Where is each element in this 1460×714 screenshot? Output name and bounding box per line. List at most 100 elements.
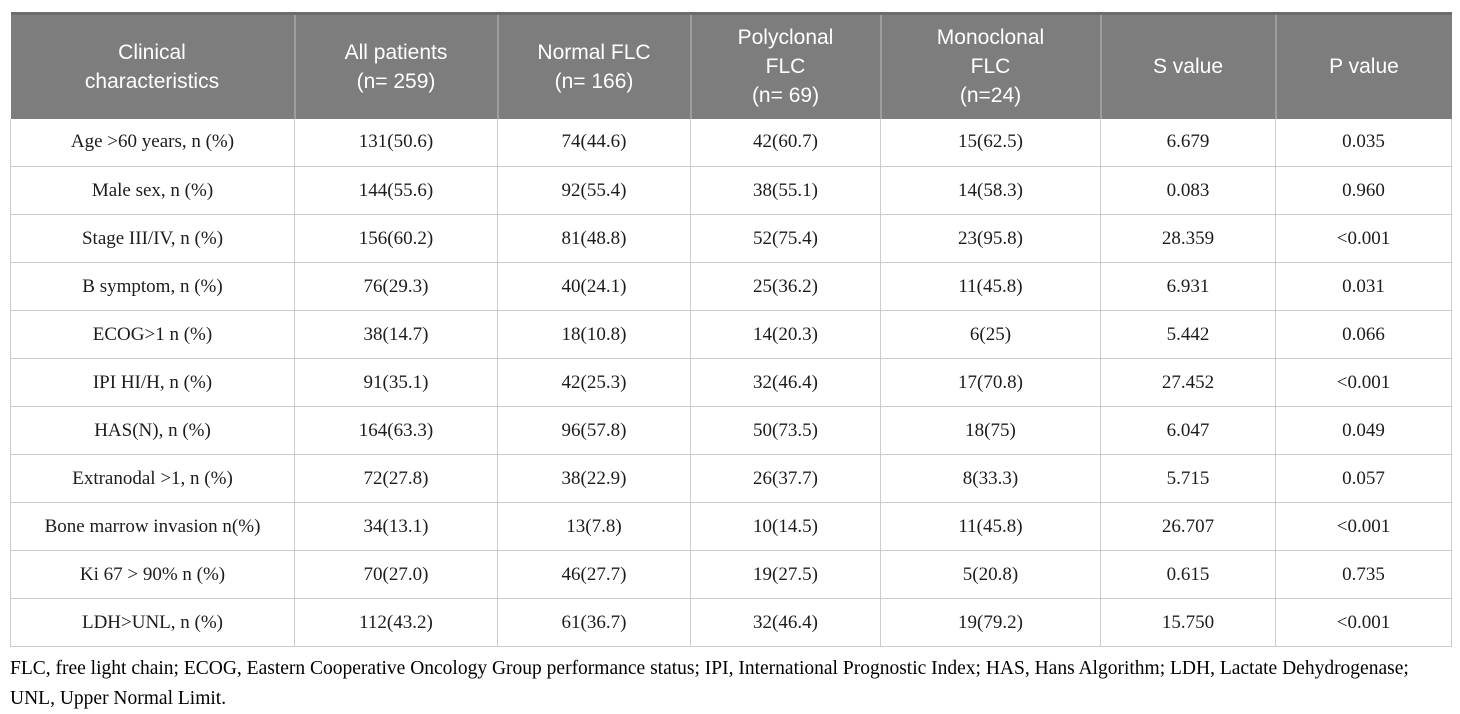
- value-cell: 19(27.5): [690, 550, 881, 599]
- value-cell: 38(14.7): [294, 310, 498, 359]
- value-cell: 0.960: [1275, 166, 1452, 215]
- value-cell: <0.001: [1275, 358, 1452, 407]
- row-label-cell: IPI HI/H, n (%): [10, 358, 295, 407]
- value-cell: 38(22.9): [497, 454, 691, 503]
- col-header-p-value: P value: [1274, 12, 1452, 119]
- value-cell: 72(27.8): [294, 454, 498, 503]
- value-cell: 18(10.8): [497, 310, 691, 359]
- value-cell: 34(13.1): [294, 502, 498, 551]
- row-label-cell: Male sex, n (%): [10, 166, 295, 215]
- value-cell: 0.035: [1275, 118, 1452, 167]
- table-footnote: FLC, free light chain; ECOG, Eastern Coo…: [10, 658, 1409, 710]
- row-label-cell: Age >60 years, n (%): [10, 118, 295, 167]
- row-label-cell: Extranodal >1, n (%): [10, 454, 295, 503]
- row-label-cell: Ki 67 > 90% n (%): [10, 550, 295, 599]
- value-cell: 32(46.4): [690, 598, 881, 647]
- value-cell: 15(62.5): [880, 118, 1101, 167]
- value-cell: 0.615: [1100, 550, 1276, 599]
- value-cell: 6(25): [880, 310, 1101, 359]
- value-cell: <0.001: [1275, 214, 1452, 263]
- col-header-normal-flc: Normal FLC (n= 166): [496, 12, 691, 119]
- value-cell: 92(55.4): [497, 166, 691, 215]
- col-header-clinical-characteristics: Clinical characteristics: [10, 12, 295, 119]
- row-label-cell: Stage III/IV, n (%): [10, 214, 295, 263]
- value-cell: 18(75): [880, 406, 1101, 455]
- value-cell: 42(25.3): [497, 358, 691, 407]
- table-row: Age >60 years, n (%) 131(50.6) 74(44.6) 42(…: [10, 118, 1452, 167]
- table-row: Male sex, n (%) 144(55.6) 92(55.4) 38(55.1)…: [10, 166, 1452, 215]
- value-cell: 26.707: [1100, 502, 1276, 551]
- value-cell: 70(27.0): [294, 550, 498, 599]
- value-cell: <0.001: [1275, 598, 1452, 647]
- value-cell: 6.047: [1100, 406, 1276, 455]
- value-cell: 42(60.7): [690, 118, 881, 167]
- value-cell: 40(24.1): [497, 262, 691, 311]
- value-cell: 27.452: [1100, 358, 1276, 407]
- col-header-polyclonal-flc: Polyclonal FLC (n= 69): [689, 12, 881, 119]
- header-row: Clinical characteristics All patients (n…: [10, 12, 1452, 119]
- table-row: Bone marrow invasion n(%) 34(13.1) 13(7.8)…: [10, 502, 1452, 551]
- row-label-cell: HAS(N), n (%): [10, 406, 295, 455]
- value-cell: 74(44.6): [497, 118, 691, 167]
- value-cell: 32(46.4): [690, 358, 881, 407]
- clinical-characteristics-table: Clinical characteristics All patients (n…: [10, 12, 1452, 647]
- value-cell: 0.049: [1275, 406, 1452, 455]
- value-cell: 8(33.3): [880, 454, 1101, 503]
- value-cell: 131(50.6): [294, 118, 498, 167]
- value-cell: 38(55.1): [690, 166, 881, 215]
- value-cell: 50(73.5): [690, 406, 881, 455]
- value-cell: 81(48.8): [497, 214, 691, 263]
- value-cell: 0.031: [1275, 262, 1452, 311]
- col-header-all-patients: All patients (n= 259): [293, 12, 498, 119]
- table-row: LDH>UNL, n (%) 112(43.2) 61(36.7) 32(46.4) 1…: [10, 598, 1452, 647]
- value-cell: 5(20.8): [880, 550, 1101, 599]
- value-cell: 0.066: [1275, 310, 1452, 359]
- value-cell: 26(37.7): [690, 454, 881, 503]
- value-cell: 76(29.3): [294, 262, 498, 311]
- value-cell: 164(63.3): [294, 406, 498, 455]
- value-cell: 52(75.4): [690, 214, 881, 263]
- row-label-cell: LDH>UNL, n (%): [10, 598, 295, 647]
- value-cell: 0.083: [1100, 166, 1276, 215]
- value-cell: 5.442: [1100, 310, 1276, 359]
- value-cell: 25(36.2): [690, 262, 881, 311]
- table-row: Stage III/IV, n (%) 156(60.2) 81(48.8) 52(7…: [10, 214, 1452, 263]
- value-cell: 156(60.2): [294, 214, 498, 263]
- value-cell: 5.715: [1100, 454, 1276, 503]
- table-body: Age >60 years, n (%) 131(50.6) 74(44.6) 42(…: [10, 118, 1452, 647]
- value-cell: 17(70.8): [880, 358, 1101, 407]
- value-cell: 0.735: [1275, 550, 1452, 599]
- value-cell: 112(43.2): [294, 598, 498, 647]
- value-cell: 0.057: [1275, 454, 1452, 503]
- value-cell: 10(14.5): [690, 502, 881, 551]
- value-cell: 28.359: [1100, 214, 1276, 263]
- row-label-cell: B symptom, n (%): [10, 262, 295, 311]
- table-header: Clinical characteristics All patients (n…: [10, 12, 1452, 119]
- value-cell: 144(55.6): [294, 166, 498, 215]
- value-cell: 19(79.2): [880, 598, 1101, 647]
- value-cell: 23(95.8): [880, 214, 1101, 263]
- col-header-monoclonal-flc: Monoclonal FLC (n=24): [879, 12, 1101, 119]
- value-cell: 11(45.8): [880, 262, 1101, 311]
- value-cell: 13(7.8): [497, 502, 691, 551]
- value-cell: 6.931: [1100, 262, 1276, 311]
- value-cell: 61(36.7): [497, 598, 691, 647]
- value-cell: 15.750: [1100, 598, 1276, 647]
- table-row: Ki 67 > 90% n (%) 70(27.0) 46(27.7) 19(27.5…: [10, 550, 1452, 599]
- table-row: B symptom, n (%) 76(29.3) 40(24.1) 25(36.2)…: [10, 262, 1452, 311]
- value-cell: 11(45.8): [880, 502, 1101, 551]
- value-cell: 46(27.7): [497, 550, 691, 599]
- row-label-cell: ECOG>1 n (%): [10, 310, 295, 359]
- table-row: IPI HI/H, n (%) 91(35.1) 42(25.3) 32(46.4) 1…: [10, 358, 1452, 407]
- value-cell: 91(35.1): [294, 358, 498, 407]
- table-row: HAS(N), n (%) 164(63.3) 96(57.8) 50(73.5) 18…: [10, 406, 1452, 455]
- value-cell: 14(58.3): [880, 166, 1101, 215]
- table-row: Extranodal >1, n (%) 72(27.8) 38(22.9) 26(3…: [10, 454, 1452, 503]
- table-row: ECOG>1 n (%) 38(14.7) 18(10.8) 14(20.3) 6(25…: [10, 310, 1452, 359]
- value-cell: <0.001: [1275, 502, 1452, 551]
- value-cell: 96(57.8): [497, 406, 691, 455]
- value-cell: 14(20.3): [690, 310, 881, 359]
- col-header-s-value: S value: [1099, 12, 1276, 119]
- row-label-cell: Bone marrow invasion n(%): [10, 502, 295, 551]
